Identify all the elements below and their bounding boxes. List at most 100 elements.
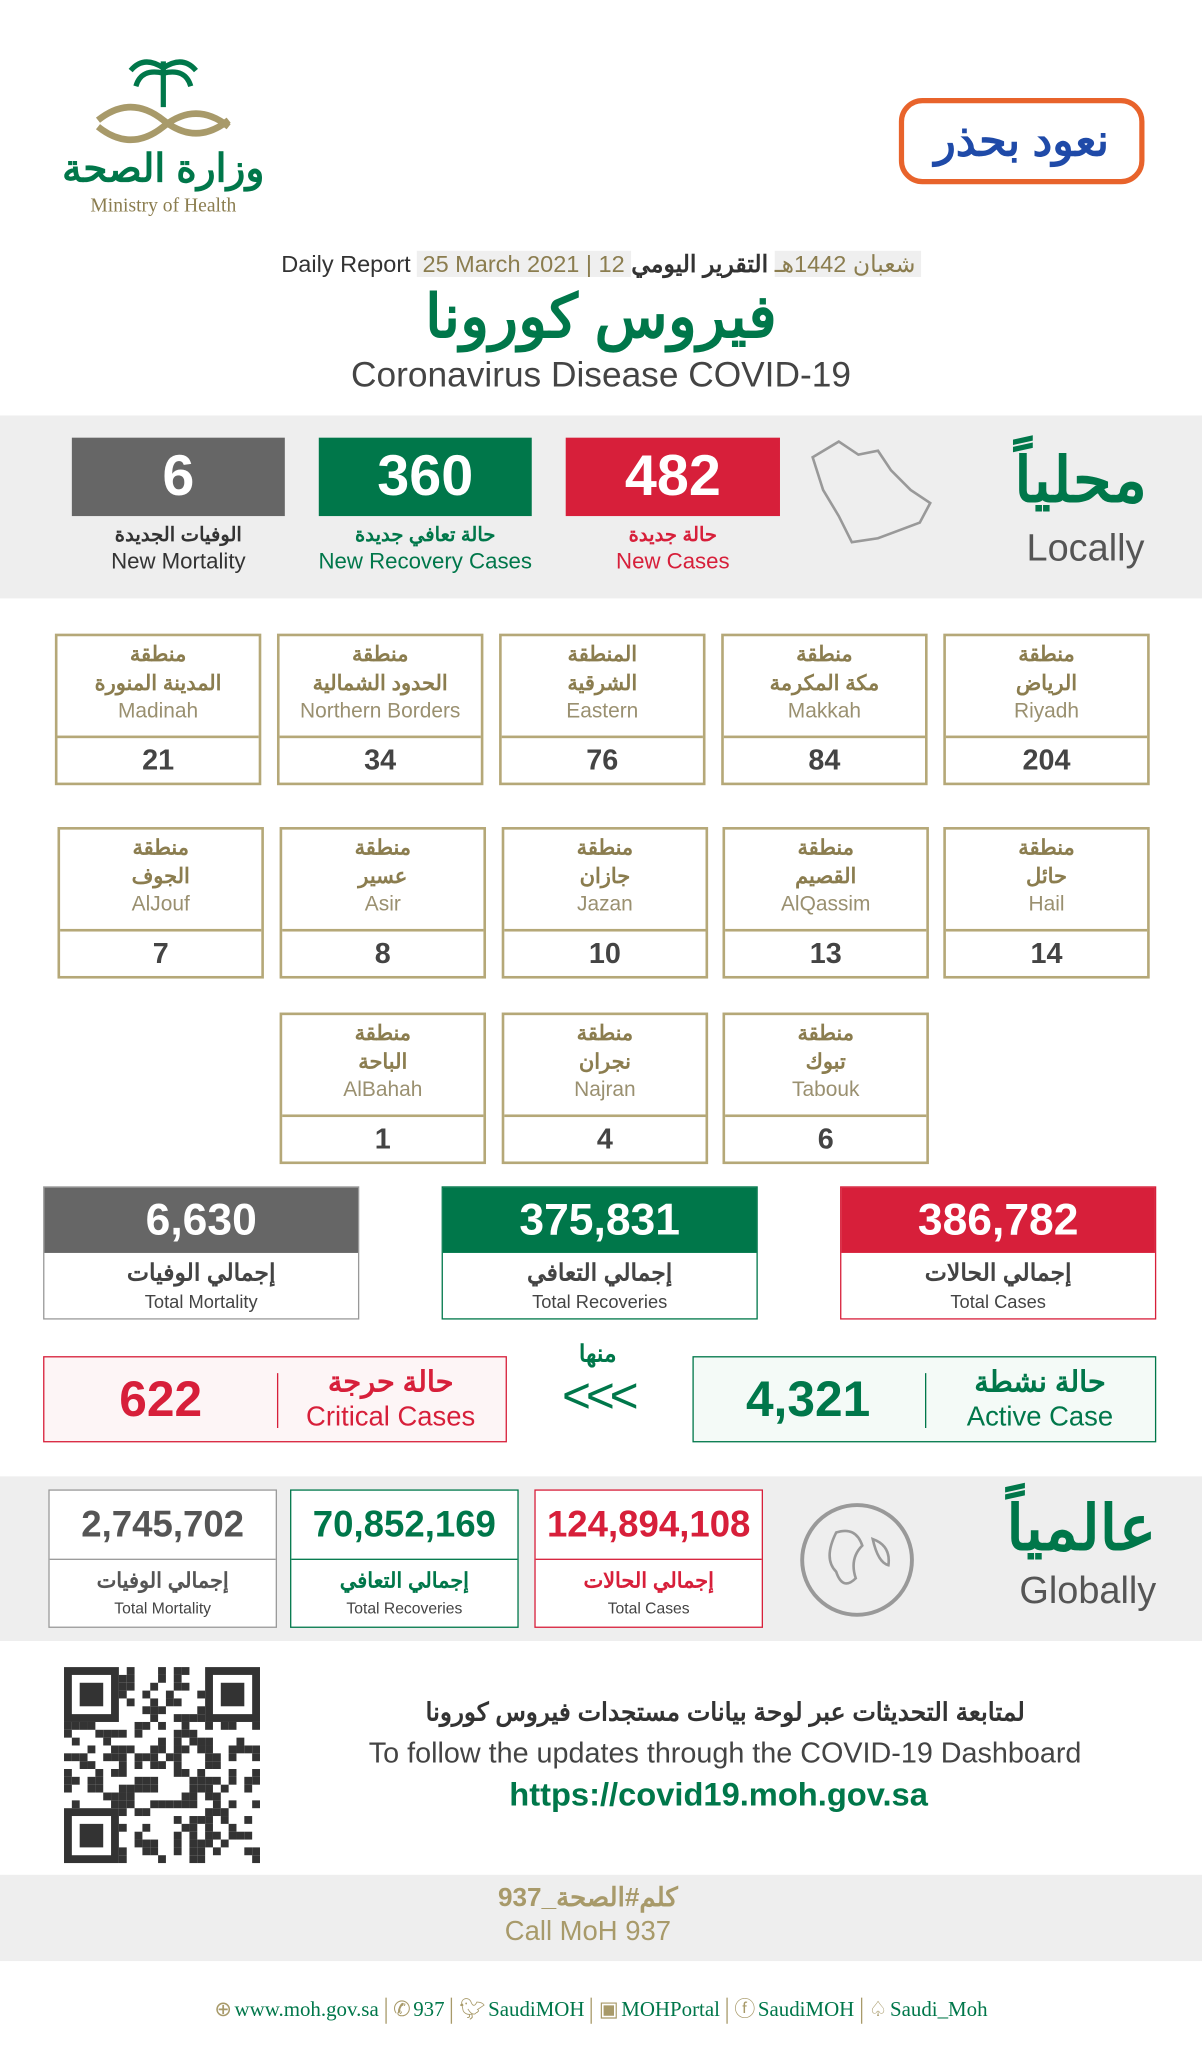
daily-report-en: Daily Report <box>281 250 411 277</box>
region-label-ar-2: تبوك <box>805 1051 846 1074</box>
arrows-icon: <<< <box>562 1369 639 1425</box>
region-card-northern-borders: منطقة الحدود الشمالية Northern Borders 34 <box>276 633 484 786</box>
new-mortality-value: 6 <box>71 437 285 517</box>
title-ar: فيروس كورونا <box>425 282 777 351</box>
title-en: Coronavirus Disease COVID-19 <box>351 355 851 395</box>
globe-icon: ⊕ <box>214 1998 232 2022</box>
region-label-ar-2: نجران <box>578 1051 631 1074</box>
footer-link-4[interactable]: ⓕ SaudiMOH <box>734 1999 854 2021</box>
critical-value: 622 <box>119 1373 203 1429</box>
region-label-ar-1: منطقة <box>796 644 853 667</box>
region-cases-value: 76 <box>586 743 619 777</box>
region-header: منطقة الحدود الشمالية Northern Borders <box>279 636 481 739</box>
region-cases-value: 7 <box>152 936 169 970</box>
region-label-en: Riyadh <box>1013 700 1080 723</box>
region-label-ar-2: المدينة المنورة <box>94 672 222 696</box>
dashboard-text-ar: لمتابعة التحديثات عبر لوحة بيانات مستجدا… <box>425 1699 1025 1728</box>
region-header: منطقة الجوف AlJouf <box>60 830 262 932</box>
region-label-ar-1: منطقة <box>1018 644 1075 667</box>
region-card-tabouk: منطقة تبوك Tabouk 6 <box>722 1012 929 1165</box>
new-recovery-label-ar: حالة تعافي جديدة <box>355 523 496 547</box>
globally-title-en: Globally <box>1019 1570 1157 1613</box>
footer-link-1[interactable]: ✆ 937 <box>393 1999 444 2021</box>
region-label-en: Madinah <box>117 700 199 723</box>
new-recovery-value: 360 <box>318 437 532 517</box>
globally-title-ar: عالمياً <box>1006 1494 1157 1564</box>
region-cases-value: 34 <box>364 743 397 777</box>
footer-link-5[interactable]: ♤ Saudi_Moh <box>869 1999 988 2021</box>
region-label-en: Tabouk <box>792 1079 860 1102</box>
critical-cases-card: 622 حالة حرجة Critical Cases <box>43 1356 507 1443</box>
global-cases-label-en: Total Cases <box>607 1599 690 1618</box>
region-label-ar-1: منطقة <box>132 837 189 860</box>
snapchat-icon: ♤ <box>868 1998 888 2022</box>
footer-link-text: 937 <box>413 1998 445 2022</box>
region-cases-value: 6 <box>817 1122 834 1155</box>
global-recoveries-card: 70,852,169 إجمالي التعافي Total Recoveri… <box>290 1489 519 1628</box>
footer-link-0[interactable]: ⊕ www.moh.gov.sa <box>214 1999 378 2021</box>
new-cases-label-en: New Cases <box>616 548 730 574</box>
campaign-logo: نعود بحذر <box>898 97 1145 185</box>
of-which-label: منها <box>578 1340 617 1367</box>
region-cases-value: 1 <box>374 1122 391 1155</box>
locally-title-ar: محلياً <box>1014 446 1148 517</box>
region-label-en: AlBahah <box>343 1079 423 1102</box>
critical-label-en: Critical Cases <box>306 1401 476 1432</box>
phone-icon: ✆ <box>393 1998 411 2022</box>
region-header: المنطقة الشرقية Eastern <box>501 636 703 739</box>
region-label-en: Asir <box>364 893 401 916</box>
locally-title-en: Locally <box>1026 527 1145 570</box>
total-recoveries-label-ar: إجمالي التعافي <box>527 1259 673 1286</box>
call-hashtag-ar: كلم#الصحة_937 <box>497 1883 678 1913</box>
region-label-ar-1: منطقة <box>354 1022 412 1046</box>
total-recoveries-card: 375,831 إجمالي التعافي Total Recoveries <box>441 1186 758 1320</box>
new-cases-value: 482 <box>565 437 780 517</box>
region-label-en: Hail <box>1028 893 1065 916</box>
moh-name-ar: وزارة الصحة <box>62 147 265 191</box>
global-recoveries-label-en: Total Recoveries <box>346 1599 463 1618</box>
total-mortality-label-ar: إجمالي الوفيات <box>126 1259 276 1286</box>
footer-link-text: www.moh.gov.sa <box>234 1998 379 2022</box>
global-recoveries-value: 70,852,169 <box>291 1491 518 1560</box>
region-cases-value: 204 <box>1022 743 1071 777</box>
footer-separator <box>385 1998 387 2025</box>
region-header: منطقة الرياض Riyadh <box>945 636 1148 739</box>
footer-separator <box>451 1998 453 2025</box>
region-header: منطقة الباحة AlBahah <box>282 1015 484 1118</box>
total-mortality-label-en: Total Mortality <box>144 1290 258 1312</box>
total-mortality-value: 6,630 <box>44 1187 358 1253</box>
footer-link-3[interactable]: ▣ MOHPortal <box>599 1999 720 2021</box>
region-cases-value: 10 <box>588 936 621 970</box>
region-card-makkah: منطقة مكة المكرمة Makkah 84 <box>721 633 928 786</box>
footer-link-2[interactable]: 🐦︎ SaudiMOH <box>459 1999 585 2021</box>
region-label-ar-2: الحدود الشمالية <box>312 672 448 696</box>
region-header: منطقة جازان Jazan <box>504 830 706 932</box>
region-label-ar-1: منطقة <box>1018 837 1075 860</box>
region-label-ar-2: الجوف <box>131 866 190 889</box>
region-label-ar-2: الباحة <box>358 1051 408 1074</box>
active-label-ar: حالة نشطة <box>974 1365 1106 1398</box>
region-label-ar-1: منطقة <box>351 644 409 667</box>
region-card-alqassim: منطقة القصيم AlQassim 13 <box>722 827 929 979</box>
region-header: منطقة عسير Asir <box>282 830 484 932</box>
footer-link-text: MOHPortal <box>621 1998 720 2022</box>
region-label-ar-2: القصيم <box>795 866 857 889</box>
critical-label-ar: حالة حرجة <box>327 1365 454 1398</box>
region-cases-value: 14 <box>1030 936 1063 970</box>
region-header: منطقة حائل Hail <box>945 830 1148 932</box>
region-label-ar-2: مكة المكرمة <box>769 672 880 696</box>
region-label-en: Northern Borders <box>300 700 461 723</box>
qr-code-icon[interactable] <box>63 1666 262 1865</box>
footer-links: ⊕ www.moh.gov.sa ✆ 937 🐦︎ SaudiMOH ▣ MOHPortal ⓕ… <box>0 1991 1202 2025</box>
total-cases-label-en: Total Cases <box>950 1290 1046 1312</box>
region-header: منطقة مكة المكرمة Makkah <box>723 636 926 739</box>
region-card-albahah: منطقة الباحة AlBahah 1 <box>279 1012 487 1165</box>
footer-separator <box>591 1998 593 2025</box>
region-label-en: AlQassim <box>780 893 871 916</box>
dashboard-link[interactable]: https://covid19.moh.gov.sa <box>509 1776 928 1814</box>
new-mortality-label-ar: الوفيات الجديدة <box>114 523 242 547</box>
region-label-en: Makkah <box>787 700 862 723</box>
region-header: منطقة نجران Najran <box>504 1015 706 1118</box>
moh-palm-logo-icon <box>95 59 231 143</box>
youtube-icon: ▣ <box>598 1998 619 2022</box>
